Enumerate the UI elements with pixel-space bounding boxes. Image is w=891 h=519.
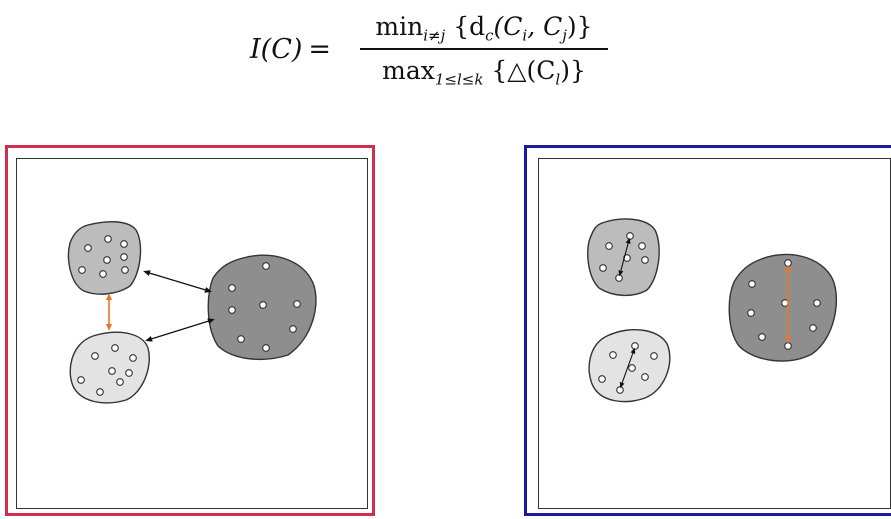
data-point [262,344,270,352]
formula-numerator: mini≠j {dc(Ci, Cj)} [375,12,593,45]
data-point [599,264,607,272]
data-point [628,364,636,372]
data-point [748,280,756,288]
data-point [615,274,623,282]
data-point [598,375,606,383]
cluster-blob [69,331,150,404]
data-point [784,342,792,350]
data-point [108,367,116,375]
left-panel-diagram [67,221,317,404]
data-point [605,242,613,250]
data-point [111,344,119,352]
data-point [626,232,634,240]
data-point [77,376,85,384]
data-point [99,270,107,278]
data-point [125,369,133,377]
left-panel-inter-cluster-distance [5,145,375,516]
data-point [96,388,104,396]
diameter-arrow [618,237,631,277]
right-panel-cluster-diameter [524,145,891,516]
data-point [103,256,111,264]
data-point [228,306,236,314]
data-point [758,333,766,341]
data-point [747,309,755,317]
data-point [809,324,817,332]
diameter-arrow [619,347,636,389]
cluster-blob [728,253,838,362]
data-point [237,335,245,343]
data-point [289,325,297,333]
data-point [84,244,92,252]
formula-fraction: mini≠j {dc(Ci, Cj)} max1≤l≤k {△(Cl)} [358,6,610,92]
fraction-bar [360,48,608,50]
data-point [813,299,821,307]
right-panel-diagram [587,218,838,403]
inter-cluster-arrow [143,270,212,293]
dunn-index-formula: I(C) = mini≠j {dc(Ci, Cj)} max1≤l≤k {△(Cl… [230,6,630,96]
data-point [91,352,99,360]
data-point [616,386,624,394]
data-point [78,266,86,274]
data-point [650,352,658,360]
data-point [609,351,617,359]
data-point [262,262,270,270]
data-point [641,256,649,264]
data-point [129,354,137,362]
data-point [104,235,112,243]
formula-denominator: max1≤l≤k {△(Cl)} [382,56,586,89]
data-point [120,240,128,248]
data-point [120,253,128,261]
data-point [259,301,267,309]
inter-cluster-arrow [145,318,215,342]
data-point [228,284,236,292]
data-point [116,378,124,386]
data-point [121,266,129,274]
data-point [293,300,301,308]
data-point [784,259,792,267]
data-point [631,342,639,350]
left-panel-inner-frame [16,158,368,509]
data-point [638,242,646,250]
data-point [641,373,649,381]
formula-lhs: I(C) = [250,34,332,65]
